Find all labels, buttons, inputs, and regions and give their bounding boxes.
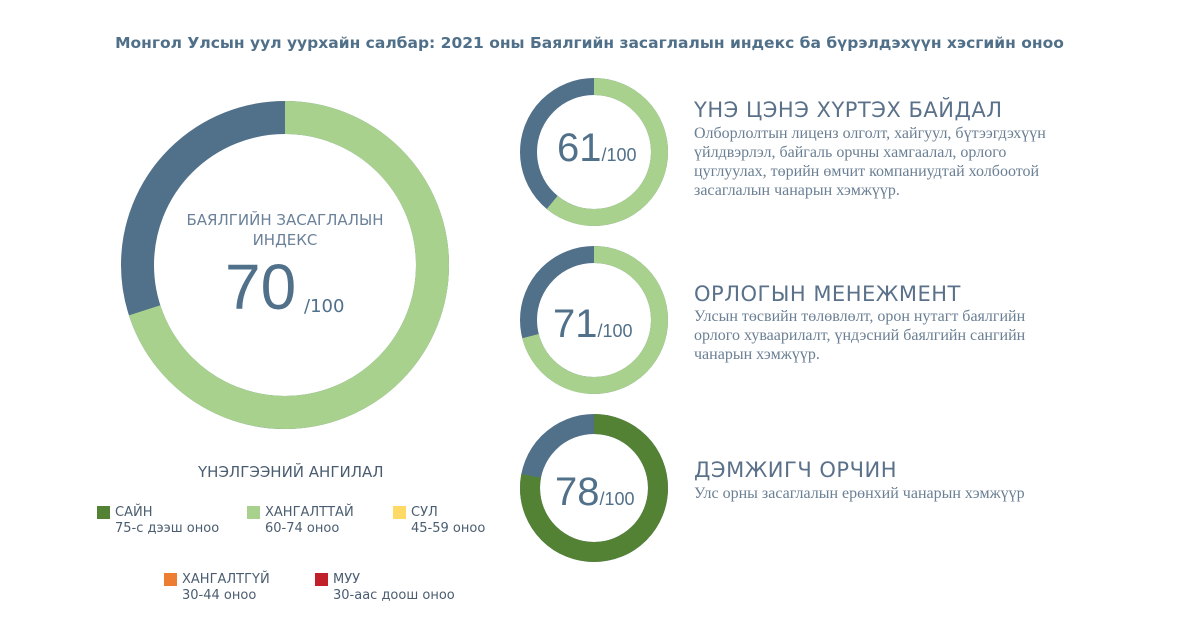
component-value: 71/100 xyxy=(553,302,633,346)
donut-score-arc xyxy=(121,101,449,429)
donut-score-arc xyxy=(520,246,668,394)
main-index-value: 70 xyxy=(225,251,297,323)
component-description: Улс орны засаглалын ерөнхий чанарын хэмж… xyxy=(694,485,1025,502)
legend-swatch xyxy=(315,573,328,586)
legend-swatch xyxy=(247,506,260,519)
legend-item: СУЛ 45-59 оноо xyxy=(393,505,486,537)
component-heading: ҮНЭ ЦЭНЭ ХҮРТЭХ БАЙДАЛ xyxy=(694,98,1003,122)
legend-range: 75-с дээш оноо xyxy=(115,521,220,536)
legend-item: САЙН 75-с дээш оноо xyxy=(97,505,220,537)
main-index-donut xyxy=(121,101,449,429)
legend-swatch xyxy=(164,573,177,586)
legend-name: ХАНГАЛТТАЙ xyxy=(265,505,354,520)
donut-score-arc xyxy=(520,78,668,226)
component-value: 61/100 xyxy=(557,126,637,170)
main-index-label: БАЯЛГИЙН ЗАСАГЛАЛЫН ИНДЕКС xyxy=(186,211,384,249)
component-description: Олборлолтын лиценз олголт, хайгуул, бүтэ… xyxy=(694,125,1046,199)
legend-item: ХАНГАЛТТАЙ 60-74 оноо xyxy=(247,505,354,537)
component-donut-enabling-environment xyxy=(520,414,668,562)
legend-title: ҮНЭЛГЭЭНИЙ АНГИЛАЛ xyxy=(198,463,384,481)
component-heading: ОРЛОГЫН МЕНЕЖМЕНТ xyxy=(694,282,961,306)
component-donut-revenue-management xyxy=(520,246,668,394)
chart-title: Монгол Улсын уул уурхайн салбар: 2021 он… xyxy=(115,34,1064,52)
component-donut-value-access xyxy=(520,78,668,226)
main-index-denominator: /100 xyxy=(304,296,345,317)
legend-range: 60-74 оноо xyxy=(265,521,340,536)
legend-item: МУУ 30-аас доош оноо xyxy=(315,572,455,604)
legend-range: 30-44 оноо xyxy=(182,588,257,603)
legend-swatch xyxy=(97,506,110,519)
component-description: Улсын төсвийн төлөвлөлт, орон нутагт бая… xyxy=(694,308,1026,363)
component-heading: ДЭМЖИГЧ ОРЧИН xyxy=(694,458,897,482)
legend-range: 45-59 оноо xyxy=(411,521,486,536)
legend-swatch xyxy=(393,506,406,519)
legend-name: СУЛ xyxy=(411,505,438,520)
legend-name: САЙН xyxy=(115,505,153,520)
component-value: 78/100 xyxy=(555,470,635,514)
legend-name: МУУ xyxy=(333,572,361,587)
legend-item: ХАНГАЛТГҮЙ 30-44 оноо xyxy=(164,572,270,604)
donut-score-arc xyxy=(520,414,668,562)
legend-range: 30-аас доош оноо xyxy=(333,588,455,603)
legend-name: ХАНГАЛТГҮЙ xyxy=(182,572,270,587)
